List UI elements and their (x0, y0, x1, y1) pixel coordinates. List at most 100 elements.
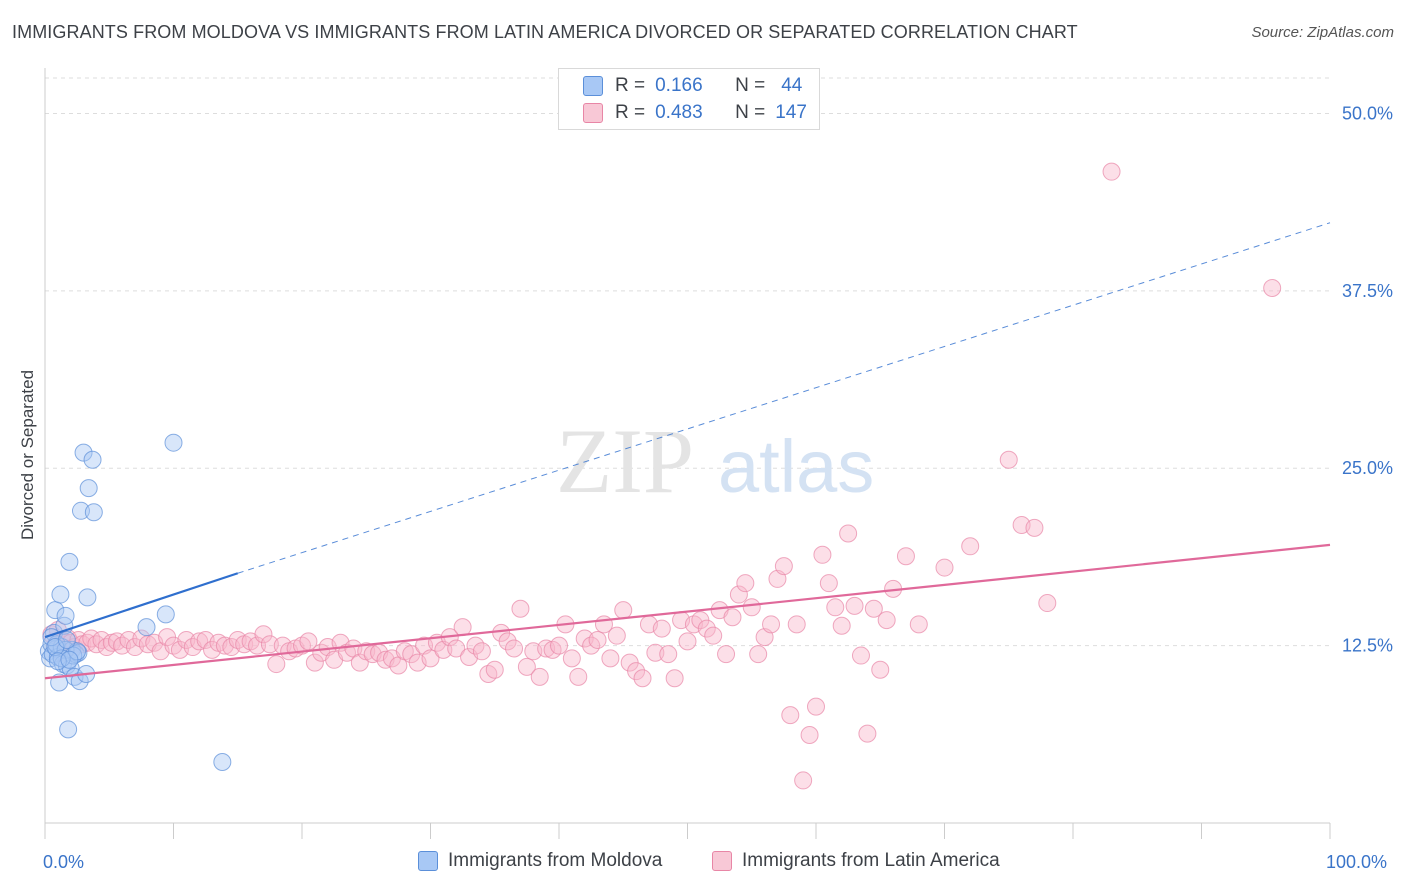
latam-point (447, 639, 466, 658)
latam-point (550, 636, 568, 655)
moldova-points (39, 433, 232, 771)
latam-point (896, 547, 915, 566)
moldova-point (57, 630, 76, 649)
latam-point (659, 645, 678, 664)
legend-swatch-moldova (418, 851, 438, 871)
latam-point (505, 639, 524, 658)
latam-point (935, 558, 954, 577)
latam-point (485, 660, 504, 679)
latam-point (350, 653, 369, 672)
latam-point (871, 660, 890, 679)
latam-point (781, 706, 800, 725)
legend-item-latam: Immigrants from Latin America (712, 850, 1000, 872)
latam-point (832, 616, 851, 635)
moldova-point (46, 638, 65, 657)
legend-label-moldova: Immigrants from Moldova (448, 850, 663, 871)
legend-n-value: 44 (781, 75, 803, 96)
latam-point (517, 657, 536, 676)
latam-point (774, 557, 793, 576)
moldova-point (71, 501, 90, 520)
latam-trend-line (44, 543, 1331, 680)
moldova-point (74, 443, 93, 462)
latam-point (800, 726, 819, 745)
latam-point (723, 608, 742, 627)
latam-point (794, 771, 813, 790)
latam-point (569, 667, 588, 686)
legend-row-moldova: R = 0.166 N = 44 (583, 75, 802, 97)
latam-point (498, 632, 517, 651)
chart-title: IMMIGRANTS FROM MOLDOVA VS IMMIGRANTS FR… (12, 22, 1078, 42)
latam-point (697, 619, 716, 638)
latam-point (717, 645, 736, 664)
legend-n-label: N = (735, 75, 766, 96)
latam-point (807, 697, 825, 716)
latam-point (1102, 162, 1121, 181)
latam-point (607, 626, 626, 645)
latam-point (652, 619, 671, 638)
latam-point (1025, 518, 1044, 537)
latam-point (511, 599, 530, 618)
latam-point (678, 632, 697, 651)
moldova-point (56, 606, 75, 625)
legend-n-label: N = (735, 102, 766, 123)
latam-point (588, 630, 607, 649)
legend-r-value: 0.166 (655, 75, 703, 96)
moldova-point (48, 652, 67, 671)
trend-lines (44, 222, 1331, 680)
latam-point (826, 598, 845, 617)
latam-point (119, 630, 138, 649)
moldova-point (83, 450, 102, 469)
moldova-point (213, 752, 232, 771)
moldova-point (78, 588, 97, 607)
latam-point (260, 635, 279, 654)
latam-point (562, 649, 581, 668)
y-tick-label: 25.0% (1342, 458, 1393, 478)
series-legend: Immigrants from Moldova Immigrants from … (0, 850, 1406, 880)
latam-point (421, 649, 440, 668)
watermark: ZIP atlas (556, 410, 874, 512)
legend-row-latam: R = 0.483 N = 147 (583, 102, 807, 124)
latam-point (190, 632, 209, 651)
latam-point (961, 537, 980, 556)
latam-point (839, 524, 858, 543)
legend-r-value: 0.483 (655, 102, 703, 123)
latam-point (1038, 594, 1057, 613)
y-tick-label: 37.5% (1342, 281, 1393, 301)
legend-item-moldova: Immigrants from Moldova (418, 850, 662, 872)
y-tick-label: 50.0% (1342, 103, 1393, 123)
latam-point (749, 645, 768, 664)
moldova-point (79, 479, 98, 498)
latam-point (736, 574, 755, 593)
moldova-point (59, 720, 78, 739)
latam-point (530, 667, 549, 686)
latam-point (864, 599, 883, 618)
latam-point (248, 636, 267, 655)
watermark-zip: ZIP (556, 410, 694, 512)
legend-label-latam: Immigrants from Latin America (742, 850, 1000, 871)
y-tick-label: 12.5% (1342, 636, 1393, 656)
latam-point (472, 642, 491, 661)
moldova-point (51, 585, 70, 604)
legend-swatch-latam (583, 103, 603, 123)
legend-swatch-latam (712, 851, 732, 871)
latam-point (845, 596, 864, 615)
legend-r-label: R = (615, 102, 646, 123)
latam-point (601, 649, 620, 668)
latam-point (646, 643, 665, 662)
latam-point (1263, 279, 1282, 298)
moldova-point (164, 433, 183, 452)
correlation-legend: R = 0.166 N = 44 R = 0.483 N = 147 (558, 68, 820, 130)
y-tick-labels: 12.5% 25.0% 37.5% 50.0% (1342, 103, 1393, 655)
moldova-point (156, 605, 175, 624)
legend-n-value: 147 (775, 102, 807, 123)
latam-point (453, 618, 472, 637)
y-axis-title: Divorced or Separated (18, 369, 37, 541)
latam-point (665, 669, 684, 688)
watermark-atlas: atlas (718, 425, 874, 508)
latam-point (742, 598, 761, 617)
latam-points (42, 162, 1282, 790)
latam-point (305, 653, 324, 672)
latam-point (999, 450, 1018, 469)
latam-point (704, 626, 723, 645)
latam-point (851, 646, 870, 665)
